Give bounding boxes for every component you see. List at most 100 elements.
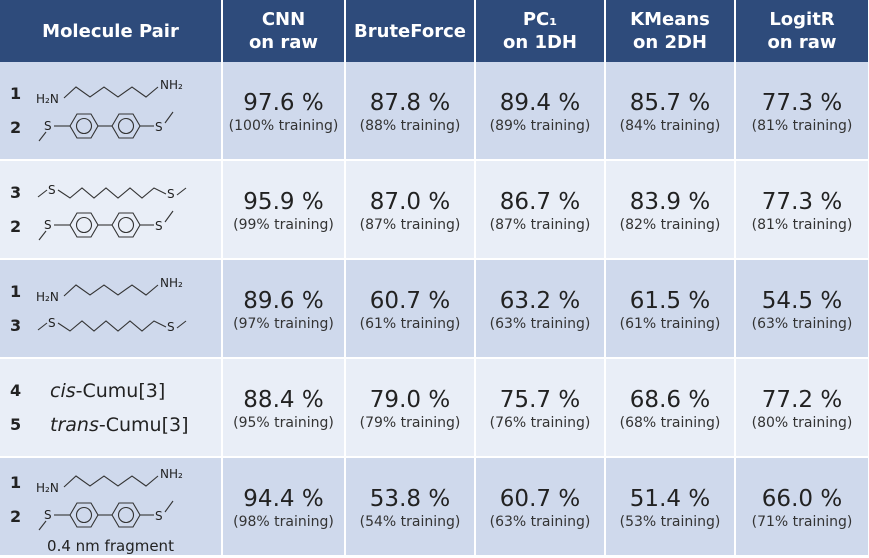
atom-label: H₂N <box>36 481 59 495</box>
training-accuracy: (98% training) <box>233 513 334 530</box>
training-accuracy: (97% training) <box>233 315 334 332</box>
training-accuracy: (79% training) <box>359 414 461 431</box>
result-cell: 85.7 % (84% training) <box>605 62 736 161</box>
result-cell: 88.4 % (95% training) <box>222 358 346 458</box>
result-cell: 89.4 % (89% training) <box>475 62 606 161</box>
accuracy: 88.4 % <box>243 386 324 413</box>
atom-label: H₂N <box>36 290 59 304</box>
molecule-structure: H₂N NH₂ <box>36 275 186 309</box>
training-accuracy: (63% training) <box>489 513 591 530</box>
accuracy: 60.7 % <box>499 485 581 512</box>
result-cell: 95.9 % (99% training) <box>222 160 346 260</box>
header-text: on 2DH <box>633 32 707 53</box>
result-cell: 79.0 % (79% training) <box>345 358 476 458</box>
molecule-name: trans-Cumu[3] <box>36 414 189 436</box>
training-accuracy: (87% training) <box>489 216 591 233</box>
accuracy: 68.6 % <box>629 386 711 413</box>
atom-label: S <box>44 508 52 522</box>
header-cell: BruteForce <box>345 0 476 62</box>
training-accuracy: (68% training) <box>619 414 721 431</box>
header-cell: LogitR on raw <box>735 0 869 62</box>
header-text: LogitR <box>769 9 835 30</box>
accuracy: 77.2 % <box>761 386 843 413</box>
bond <box>63 283 159 296</box>
header-text: PC₁ <box>522 9 558 30</box>
atom-label: S <box>167 320 175 334</box>
accuracy: 94.4 % <box>243 485 324 512</box>
molecule-prefix: cis <box>50 379 76 402</box>
ring <box>117 117 135 134</box>
molecule-name: cis-Cumu[3] <box>36 380 165 402</box>
result-cell: 54.5 % (63% training) <box>735 259 869 359</box>
molecule-id: 1 <box>10 282 22 301</box>
accuracy: 83.9 % <box>629 188 711 215</box>
training-accuracy: (89% training) <box>489 117 591 134</box>
molecule-suffix: -Cumu[3] <box>98 413 189 436</box>
ring <box>69 501 99 528</box>
molecule-id: 1 <box>10 84 22 103</box>
accuracy: 77.3 % <box>761 89 843 116</box>
molecule-note: 0.4 nm fragment <box>47 537 174 555</box>
molecule-id: 1 <box>10 473 22 492</box>
table-row: 4 cis-Cumu[3] 5 trans-Cumu[3] 88.4 % (95% tra… <box>0 358 869 458</box>
ring <box>69 211 99 238</box>
molecule-cell: 4 cis-Cumu[3] 5 trans-Cumu[3] <box>0 358 223 458</box>
molecule-prefix: trans <box>50 413 99 436</box>
training-accuracy: (99% training) <box>233 216 334 233</box>
bond <box>164 210 174 222</box>
molecule-id: 2 <box>10 217 22 236</box>
result-cell: 77.3 % (81% training) <box>735 160 869 260</box>
bond <box>38 230 47 240</box>
atom-label: S <box>155 219 163 233</box>
atom-label: S <box>155 509 163 523</box>
molecule-id: 2 <box>10 118 22 137</box>
ring <box>117 216 135 233</box>
molecule-structure: H₂N NH₂ <box>36 466 186 500</box>
training-accuracy: (61% training) <box>359 315 461 332</box>
molecule-suffix: -Cumu[3] <box>75 379 166 402</box>
result-cell: 86.7 % (87% training) <box>475 160 606 260</box>
bond <box>37 189 48 197</box>
ring <box>75 506 93 523</box>
atom-label: S <box>167 187 175 201</box>
result-cell: 53.8 % (54% training) <box>345 457 476 557</box>
accuracy: 60.7 % <box>369 287 451 314</box>
molecule-id: 4 <box>10 381 22 400</box>
molecule-drawing: H₂N NH₂ <box>36 276 183 304</box>
molecule: 1 H₂N NH₂ <box>0 77 221 111</box>
molecule-structure: H₂N NH₂ <box>36 77 186 111</box>
bond <box>63 474 159 487</box>
molecule-id: 3 <box>10 316 22 335</box>
molecule-drawing: H₂N NH₂ <box>36 78 183 106</box>
molecule-list: 1 H₂N NH₂ 2 S S <box>0 466 221 548</box>
training-accuracy: (54% training) <box>359 513 461 530</box>
atom-label: H₂N <box>36 92 59 106</box>
accuracy: 53.8 % <box>369 485 451 512</box>
training-accuracy: (88% training) <box>359 117 461 134</box>
training-accuracy: (53% training) <box>619 513 721 530</box>
accuracy: 89.4 % <box>499 89 581 116</box>
ring <box>117 506 135 523</box>
atom-label: NH₂ <box>160 276 183 290</box>
training-accuracy: (63% training) <box>489 315 591 332</box>
accuracy: 61.5 % <box>629 287 711 314</box>
bond <box>57 186 167 199</box>
result-cell: 60.7 % (61% training) <box>345 259 476 359</box>
accuracy: 86.7 % <box>499 188 581 215</box>
molecule-id: 2 <box>10 507 22 526</box>
bond <box>164 500 174 512</box>
ring <box>75 216 93 233</box>
training-accuracy: (71% training) <box>751 513 853 530</box>
result-cell: 75.7 % (76% training) <box>475 358 606 458</box>
